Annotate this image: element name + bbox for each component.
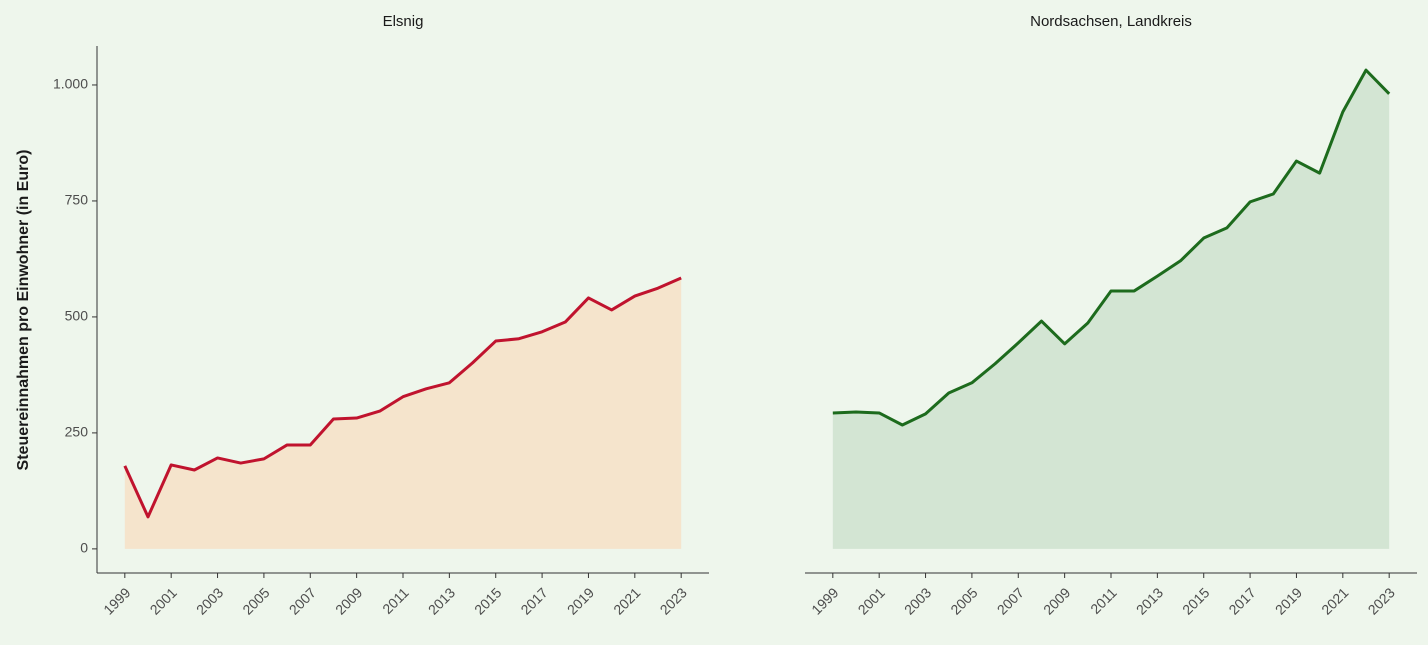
panel-title: Elsnig [383, 13, 424, 30]
y-tick-label: 250 [65, 424, 89, 440]
line [123, 276, 682, 519]
panel-title: Nordsachsen, Landkreis [1030, 13, 1192, 30]
y-tick-label: 1.000 [53, 76, 88, 92]
y-tick-label: 0 [80, 540, 88, 556]
area [124, 277, 682, 549]
y-tick-label: 500 [65, 308, 89, 324]
y-tick-label: 750 [65, 192, 89, 208]
line [832, 68, 1391, 427]
area [832, 70, 1390, 549]
y-axis-label: Steuereinnahmen pro Einwohner (in Euro) [15, 150, 32, 471]
